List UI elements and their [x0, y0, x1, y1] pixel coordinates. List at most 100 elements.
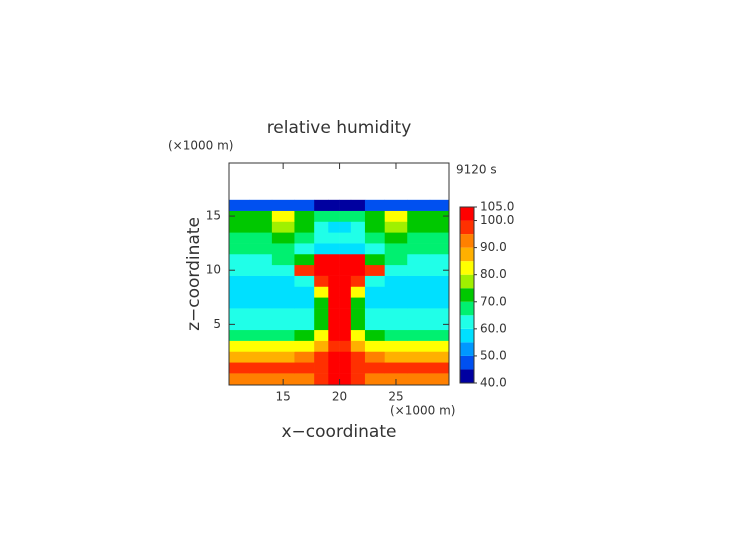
cell [364, 232, 385, 244]
cell [229, 199, 250, 211]
cell [384, 221, 408, 233]
cell [249, 297, 273, 309]
cell [364, 308, 385, 320]
x-tick-label: 15 [276, 390, 291, 404]
cell [314, 318, 329, 331]
cell [339, 243, 352, 255]
cell [328, 286, 340, 298]
cell [339, 362, 352, 374]
cell [384, 286, 408, 298]
cell [249, 221, 273, 233]
cell [364, 297, 385, 309]
cell [364, 351, 385, 363]
cell [350, 318, 366, 331]
cell [271, 210, 295, 222]
cell [350, 329, 366, 341]
colorbar-label: 90.0 [480, 240, 507, 254]
cell [429, 329, 450, 341]
cell [249, 243, 273, 255]
cell [271, 329, 295, 341]
colorbar-band [460, 369, 474, 383]
cell [249, 232, 273, 244]
cell [328, 318, 340, 331]
cell [350, 253, 366, 266]
cell [350, 199, 366, 211]
cell [384, 362, 408, 374]
cell [229, 286, 250, 298]
colorbar-band [460, 247, 474, 262]
cell [314, 340, 329, 352]
colorbar-band [460, 234, 474, 248]
cell [384, 243, 408, 255]
cell [429, 243, 450, 255]
cell [407, 253, 431, 266]
cell [294, 221, 315, 233]
cell [350, 232, 366, 244]
cell [339, 286, 352, 298]
cell [328, 243, 340, 255]
cell [271, 340, 295, 352]
colorbar-band [460, 261, 474, 275]
cell [364, 221, 385, 233]
cell [314, 351, 329, 363]
y-unit: (×1000 m) [168, 139, 233, 153]
cell [339, 221, 352, 233]
cell [350, 275, 366, 287]
cell [350, 351, 366, 363]
cell [429, 373, 450, 386]
cell [350, 297, 366, 309]
cell [407, 243, 431, 255]
cell [294, 362, 315, 374]
colorbar-band [460, 288, 474, 302]
cell [294, 243, 315, 255]
colorbar-band [460, 342, 474, 356]
cell [229, 243, 250, 255]
cell [271, 221, 295, 233]
cell [407, 232, 431, 244]
cell [314, 253, 329, 266]
cell [407, 221, 431, 233]
colorbar-band [460, 301, 474, 316]
x-tick-label: 25 [388, 390, 403, 404]
cell [407, 318, 431, 331]
cell [229, 351, 250, 363]
cell [364, 286, 385, 298]
cell [229, 373, 250, 386]
cell [384, 308, 408, 320]
cell [249, 264, 273, 276]
cell [429, 232, 450, 244]
cell [407, 264, 431, 276]
cell [339, 253, 352, 266]
cell [407, 373, 431, 386]
cell [384, 253, 408, 266]
cell [339, 340, 352, 352]
colorbar-label: 50.0 [480, 348, 507, 362]
cell [229, 221, 250, 233]
cell [249, 329, 273, 341]
x-unit: (×1000 m) [390, 404, 455, 418]
cell [314, 373, 329, 386]
cell [328, 210, 340, 222]
cell [229, 362, 250, 374]
colorbar-frame [459, 206, 475, 384]
cell [407, 199, 431, 211]
cell [249, 318, 273, 331]
cell [271, 351, 295, 363]
cell [429, 286, 450, 298]
cell [364, 275, 385, 287]
plot-frame [228, 162, 450, 386]
colorbar-band [460, 207, 474, 221]
cell [294, 199, 315, 211]
cell [271, 286, 295, 298]
cell [384, 351, 408, 363]
cell [339, 232, 352, 244]
cell [339, 199, 352, 211]
cell [229, 308, 250, 320]
cell [294, 340, 315, 352]
cell [429, 351, 450, 363]
cell [429, 340, 450, 352]
cell [384, 275, 408, 287]
cell [294, 232, 315, 244]
cell [339, 308, 352, 320]
